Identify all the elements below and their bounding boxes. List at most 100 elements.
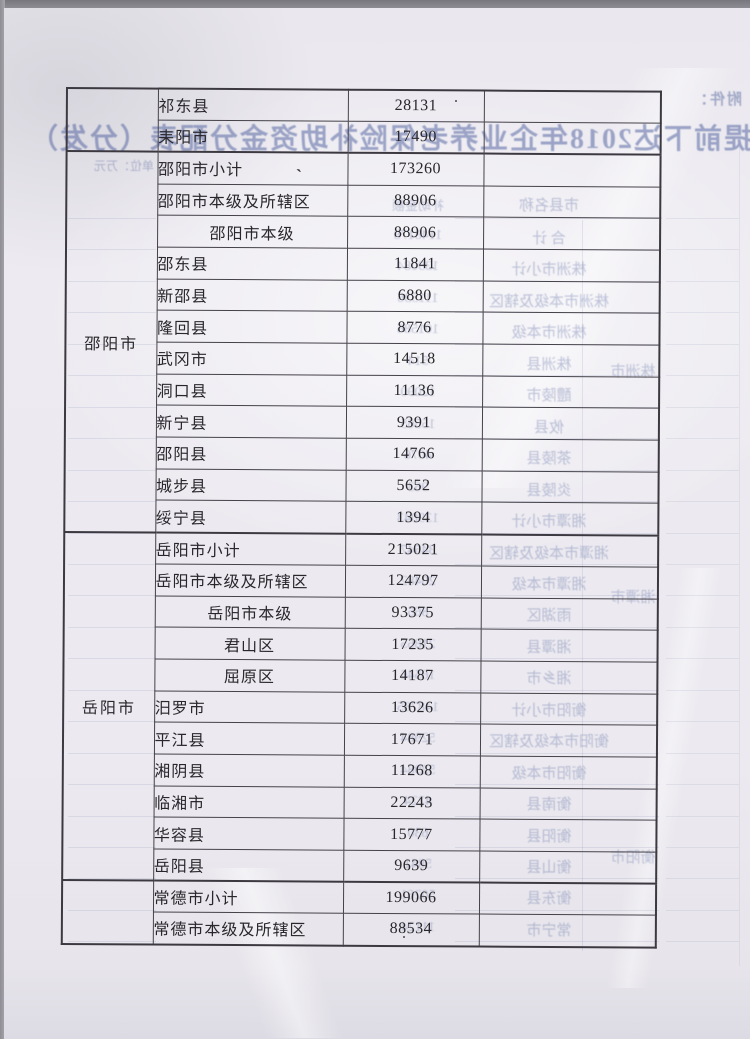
empty-cell (482, 344, 660, 377)
amount-cell: 11841 (346, 248, 484, 281)
amount-cell: 13626 (344, 691, 481, 725)
empty-cell (483, 122, 661, 156)
area-label-cell: 常德市本级及所辖区 (152, 912, 343, 946)
amount-cell: 173260 (347, 153, 484, 186)
bleedthrough-hline (666, 784, 739, 786)
paper-sheet: 附件： 提前下达2018年企业养老保险补助资金分配表（分发） 单位：万元 市县名… (4, 8, 750, 1039)
region-group-cell (61, 880, 154, 945)
amount-cell: 17490 (347, 121, 484, 154)
empty-cell (482, 248, 661, 282)
empty-cell (481, 534, 659, 567)
empty-cell (479, 724, 658, 758)
empty-cell (479, 819, 657, 853)
bleedthrough-hline (666, 218, 739, 219)
bleedthrough-vline (739, 148, 740, 966)
empty-cell (481, 439, 659, 472)
ink-speck (455, 100, 457, 102)
empty-cell (482, 375, 660, 409)
empty-cell (480, 565, 659, 599)
empty-cell (480, 629, 658, 662)
amount-cell: 124797 (344, 565, 482, 598)
empty-cell (481, 407, 660, 441)
bleedthrough-hline (666, 941, 739, 943)
empty-cell (480, 597, 658, 631)
area-label-cell: 君山区 (154, 627, 345, 661)
amount-cell: 15777 (343, 818, 480, 852)
empty-cell (482, 312, 660, 346)
bleedthrough-hline (666, 563, 739, 565)
amount-cell: 88906 (347, 184, 484, 218)
empty-cell (480, 660, 658, 694)
bleedthrough-hline (666, 249, 739, 251)
ink-speck (403, 936, 405, 938)
area-label-cell: 武冈市 (156, 342, 347, 375)
bleedthrough-hline (666, 847, 739, 848)
bleedthrough-hline (666, 375, 739, 377)
table-row: 邵阳市 邵阳市小计 173260 (64, 151, 661, 533)
area-label-cell: 邵东县 (156, 246, 348, 280)
empty-cell (478, 882, 657, 916)
area-label-cell: 临湘市 (153, 785, 344, 819)
bleedthrough-hline (666, 909, 739, 911)
area-label-cell: 绥宁县 (155, 500, 346, 534)
amount-cell: 88534 (342, 913, 479, 947)
scanner-edge-top (0, 0, 750, 9)
bleedthrough-hline (666, 532, 739, 534)
bleedthrough-hline (666, 721, 739, 723)
amount-cell: 5652 (345, 469, 482, 503)
table-row: 常德市小计 199066 (61, 880, 657, 945)
amount-cell: 9639 (343, 850, 480, 883)
empty-cell (479, 787, 657, 821)
area-label-cell: 汨罗市 (154, 690, 345, 724)
area-label-cell: 祁东县 (157, 88, 348, 122)
amount-cell: 215021 (345, 533, 482, 566)
area-label-cell: 岳阳市本级 (154, 595, 345, 629)
amount-cell: 88906 (347, 216, 484, 249)
allocation-table: 祁东县 28131 耒阳市 17490 邵阳市 邵阳市小计 173260 邵阳市本级及所辖区 8… (60, 87, 662, 949)
amount-cell: 11268 (343, 755, 480, 788)
ink-speck (98, 340, 100, 342)
area-label-cell: 岳阳市小计 (155, 532, 346, 566)
amount-cell: 1394 (345, 501, 482, 535)
empty-cell (483, 90, 661, 124)
amount-cell: 14518 (346, 343, 483, 376)
amount-cell: 14187 (344, 660, 481, 693)
bleedthrough-attachment-label: 附件： (690, 92, 742, 108)
bleedthrough-hline (666, 280, 739, 282)
area-label-cell: 岳阳县 (153, 849, 344, 882)
area-label-cell: 华容县 (153, 817, 344, 851)
area-label-cell: 邵阳县 (155, 437, 346, 470)
area-label-cell: 岳阳市本级及所辖区 (154, 563, 346, 597)
region-group-cell: 邵阳市 (64, 151, 158, 533)
amount-cell: 11136 (346, 374, 483, 408)
amount-cell: 14766 (345, 438, 482, 471)
area-label-cell: 耒阳市 (157, 120, 348, 154)
amount-cell: 9391 (345, 406, 483, 440)
bleedthrough-hline (666, 878, 739, 880)
bleedthrough-hline (666, 689, 739, 691)
amount-cell: 22243 (343, 786, 480, 820)
area-label-cell: 屈原区 (154, 658, 345, 692)
scanner-edge-left (0, 0, 5, 1039)
empty-cell (483, 153, 661, 187)
amount-cell: 8776 (346, 311, 483, 345)
bleedthrough-hline (666, 469, 739, 471)
amount-cell: 93375 (344, 596, 481, 630)
empty-cell (480, 692, 658, 726)
amount-cell: 17235 (344, 628, 481, 661)
area-label-cell: 新邵县 (156, 278, 347, 312)
bleedthrough-hline (666, 752, 739, 754)
amount-cell: 17671 (343, 723, 481, 756)
bleedthrough-hline (666, 595, 739, 597)
empty-cell (478, 914, 656, 948)
amount-cell: 199066 (342, 881, 480, 915)
empty-cell (482, 280, 660, 314)
table-row: 岳阳市 岳阳市小计 215021 (62, 531, 659, 881)
empty-cell (481, 470, 659, 504)
area-label-cell: 邵阳市本级 (157, 215, 348, 249)
area-label-cell: 邵阳市本级及所辖区 (157, 183, 348, 217)
area-label-cell: 邵阳市小计 (157, 151, 348, 185)
area-label-cell: 新宁县 (155, 405, 347, 439)
table-row: 祁东县 28131 (66, 88, 661, 152)
bleedthrough-hline (666, 312, 739, 314)
